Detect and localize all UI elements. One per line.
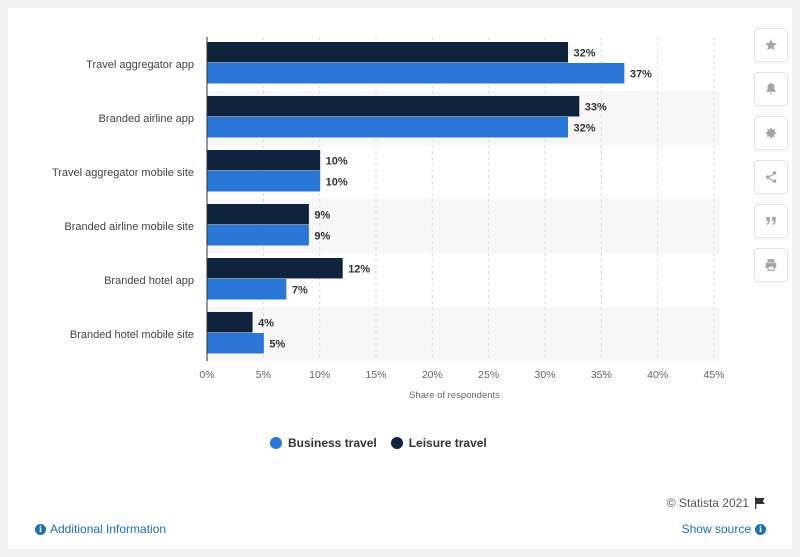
x-tick-label: 5% [256, 369, 271, 381]
data-label: 32% [574, 123, 596, 135]
data-label: 33% [585, 102, 607, 114]
show-source-link[interactable]: Show source i [682, 522, 766, 536]
bar-business [207, 225, 309, 246]
x-tick-label: 25% [478, 369, 499, 381]
x-tick-label: 45% [703, 369, 724, 381]
gear-icon [765, 127, 777, 139]
share-button[interactable] [754, 160, 788, 194]
bar-business [207, 171, 321, 192]
x-axis-title: Share of respondents [409, 390, 500, 401]
data-label: 37% [630, 69, 652, 81]
legend-item-business[interactable]: Business travel [270, 436, 377, 450]
bar-business [207, 279, 287, 300]
side-toolbar [754, 28, 788, 292]
bar-leisure [207, 258, 343, 279]
category-label: Branded hotel app [104, 275, 194, 287]
category-label: Branded airline mobile site [64, 221, 194, 233]
legend-label-leisure: Leisure travel [408, 436, 487, 450]
info-icon: i [35, 523, 46, 535]
category-band [207, 307, 720, 361]
data-label: 10% [326, 177, 348, 189]
bar-business [207, 63, 625, 84]
bar-business [207, 117, 569, 138]
show-source-label: Show source [681, 522, 751, 536]
print-button[interactable] [754, 248, 788, 282]
x-tick-label: 20% [422, 369, 443, 381]
credit-text: © Statista 2021 [666, 496, 749, 510]
flag-icon [755, 497, 765, 509]
notification-button[interactable] [754, 72, 788, 106]
x-tick-label: 0% [199, 369, 214, 381]
bell-icon [766, 83, 776, 95]
category-label: Travel aggregator mobile site [52, 167, 194, 179]
data-label: 9% [314, 231, 330, 243]
data-label: 4% [258, 318, 274, 330]
legend-swatch-business [270, 437, 282, 449]
bar-chart: 0% 5% 10% 15% 20% 25% 30% 35% 40% 45% Share of res… [52, 37, 725, 401]
legend-item-leisure[interactable]: Leisure travel [390, 436, 487, 450]
data-label: 10% [326, 156, 348, 168]
category-label: Travel aggregator app [86, 59, 194, 71]
bar-leisure [207, 204, 309, 225]
print-icon [765, 259, 777, 271]
category-label: Branded hotel mobile site [70, 329, 194, 341]
bar-business [207, 333, 264, 354]
statista-credit[interactable]: © Statista 2021 [667, 496, 766, 510]
data-label: 9% [314, 210, 330, 222]
quote-icon [766, 216, 776, 226]
star-icon [765, 39, 777, 51]
legend-label-business: Business travel [288, 436, 377, 450]
bar-leisure [207, 42, 569, 63]
data-label: 5% [269, 339, 285, 351]
additional-information-link[interactable]: i Additional Information [35, 522, 166, 536]
chart-legend: Business travel Leisure travel [270, 436, 501, 450]
bar-leisure [207, 96, 580, 117]
x-tick-label: 10% [309, 369, 330, 381]
x-tick-label: 40% [647, 369, 668, 381]
info-icon: i [755, 523, 766, 535]
x-tick-label: 30% [534, 369, 555, 381]
data-label: 7% [292, 285, 308, 297]
x-tick-label: 35% [591, 369, 612, 381]
data-label: 32% [574, 48, 596, 60]
additional-information-label: Additional Information [50, 522, 167, 536]
share-icon [765, 171, 777, 183]
settings-button[interactable] [754, 116, 788, 150]
bar-leisure [207, 150, 321, 171]
chart-card: 0% 5% 10% 15% 20% 25% 30% 35% 40% 45% Share of res… [8, 8, 792, 549]
cite-button[interactable] [754, 204, 788, 238]
data-label: 12% [348, 264, 370, 276]
category-label: Branded airline app [99, 113, 194, 125]
x-tick-label: 15% [365, 369, 386, 381]
legend-swatch-leisure [390, 437, 403, 449]
bar-leisure [207, 312, 253, 333]
favorite-button[interactable] [754, 28, 788, 62]
